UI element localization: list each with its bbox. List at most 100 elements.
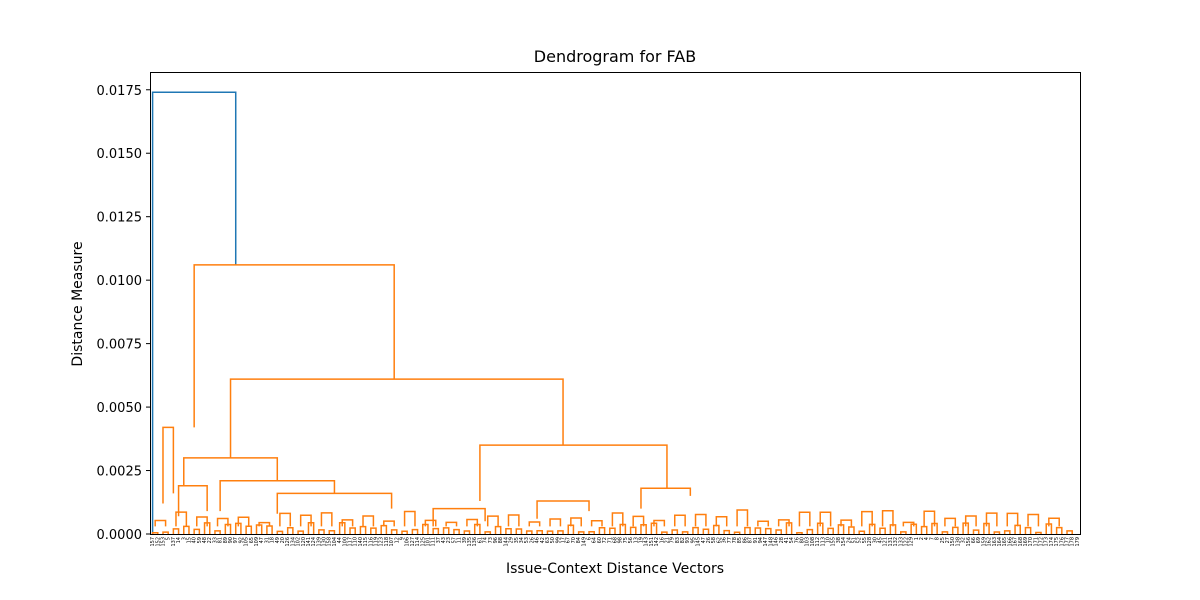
leaf-label: 8 — [935, 537, 941, 540]
dendrogram-link — [840, 519, 853, 527]
leaf-label: 22 — [207, 537, 213, 543]
dendrogram-link — [175, 511, 188, 527]
leaf-label: 140 — [358, 537, 364, 547]
leaf-label: 149 — [581, 537, 587, 547]
leaf-label: 35 — [514, 537, 520, 543]
dendrogram-link — [486, 515, 499, 527]
dendrogram-link — [403, 510, 416, 527]
dendrogram-link — [193, 264, 395, 428]
leaf-label: 54 — [789, 537, 795, 543]
leaf-label: 80 — [800, 537, 806, 543]
leaf-label: 18 — [270, 537, 276, 543]
leaf-label: 21 — [664, 537, 670, 543]
dendrogram-link — [951, 526, 959, 534]
leaf-label: 14 — [176, 537, 182, 543]
leaf-label: 38 — [836, 537, 842, 543]
leaf-label: 90 — [228, 537, 234, 543]
leaf-label: 42 — [540, 537, 546, 543]
leaf-label: 154 — [841, 537, 847, 547]
dendrogram-link — [1027, 513, 1040, 527]
dendrogram-link — [861, 510, 873, 527]
dendrogram-link — [681, 531, 689, 534]
leaf-label: 174 — [1049, 537, 1055, 547]
leaf-label: 115 — [363, 537, 369, 547]
leaf-label: 119 — [374, 537, 380, 547]
dendrogram-link — [923, 510, 936, 527]
leaf-label: 87 — [748, 537, 754, 543]
leaf-label: 47 — [701, 537, 707, 543]
leaf-label: 77 — [727, 537, 733, 543]
dendrogram-link — [588, 531, 595, 534]
leaf-label: 168 — [1018, 537, 1024, 547]
leaf-label: 30 — [872, 537, 878, 543]
dendrogram-link — [1055, 526, 1063, 534]
leaf-label: 51 — [851, 537, 857, 543]
leaf-label: 150 — [950, 537, 956, 547]
x-axis-label: Issue-Context Distance Vectors — [505, 561, 725, 577]
dendrogram-link — [902, 521, 915, 527]
leaf-label: 39 — [462, 537, 468, 543]
dendrogram-link — [276, 530, 284, 534]
dendrogram-link — [328, 529, 336, 534]
leaf-label: 102 — [296, 537, 302, 547]
leaf-label: 105 — [244, 537, 250, 547]
leaf-label: 108 — [810, 537, 816, 547]
leaf-label: 17 — [561, 537, 567, 543]
dendrogram-link — [570, 517, 582, 527]
leaf-label: 33 — [212, 537, 218, 543]
y-tick-label: 0.0025 — [97, 465, 143, 480]
leaf-label: 135 — [467, 537, 473, 547]
leaf-label: 172 — [1039, 537, 1045, 547]
leaf-label: 25 — [940, 537, 946, 543]
leaf-label: 93 — [685, 537, 691, 543]
leaf-label: 155 — [831, 537, 837, 547]
dendrogram-link — [848, 526, 855, 534]
dendrogram-link — [525, 530, 533, 534]
leaf-label: 145 — [696, 537, 702, 547]
y-tick-label: 0.0175 — [97, 84, 143, 99]
dendrogram-link — [297, 530, 305, 534]
leaf-label: 169 — [1023, 537, 1029, 547]
dendrogram-link — [757, 520, 770, 527]
leaf-label: 97 — [233, 537, 239, 543]
leaf-label: 123 — [379, 537, 385, 547]
dendrogram-link — [723, 529, 731, 534]
chart-title: Dendrogram for FAB — [533, 47, 697, 66]
leaf-label: 44 — [337, 537, 343, 543]
leaf-label: 171 — [1033, 537, 1039, 547]
leaf-label: 68 — [613, 537, 619, 543]
leaf-label: 63 — [545, 537, 551, 543]
leaf-label: 48 — [202, 537, 208, 543]
leaf-label: 79 — [670, 537, 676, 543]
dendrogram-link — [162, 531, 169, 534]
dendrogram-link — [611, 512, 624, 527]
leaf-label: 146 — [774, 537, 780, 547]
leaf-label: 165 — [1002, 537, 1008, 547]
dendrogram-link — [229, 378, 564, 458]
leaf-label: 96 — [493, 537, 499, 543]
leaf-label: 129 — [909, 537, 915, 547]
leaf-label: 101 — [425, 537, 431, 547]
dendrogram-link — [920, 525, 928, 534]
dendrogram-link — [276, 492, 393, 514]
leaf-label: 37 — [436, 537, 442, 543]
dendrogram-link — [172, 528, 180, 534]
leaf-label: 58 — [711, 537, 717, 543]
leaf-label: 163 — [992, 537, 998, 547]
dendrogram-link — [629, 526, 637, 534]
y-tick-label: 0.0150 — [97, 147, 143, 162]
leaf-label: 52 — [857, 537, 863, 543]
leaf-label: 3 — [181, 537, 187, 540]
dendrogram-link — [858, 530, 866, 534]
leaf-label: 11 — [457, 537, 463, 543]
leaf-label: 12 — [394, 537, 400, 543]
dendrogram-link — [900, 531, 907, 534]
leaf-label: 167 — [1013, 537, 1019, 547]
dendrogram-link — [1066, 530, 1073, 534]
y-tick-label: 0.0125 — [97, 211, 143, 226]
dendrogram-link — [653, 519, 666, 527]
dendrogram-link — [349, 527, 356, 534]
leaf-label: 137 — [171, 537, 177, 547]
y-tick-label: 0.0000 — [97, 528, 143, 543]
